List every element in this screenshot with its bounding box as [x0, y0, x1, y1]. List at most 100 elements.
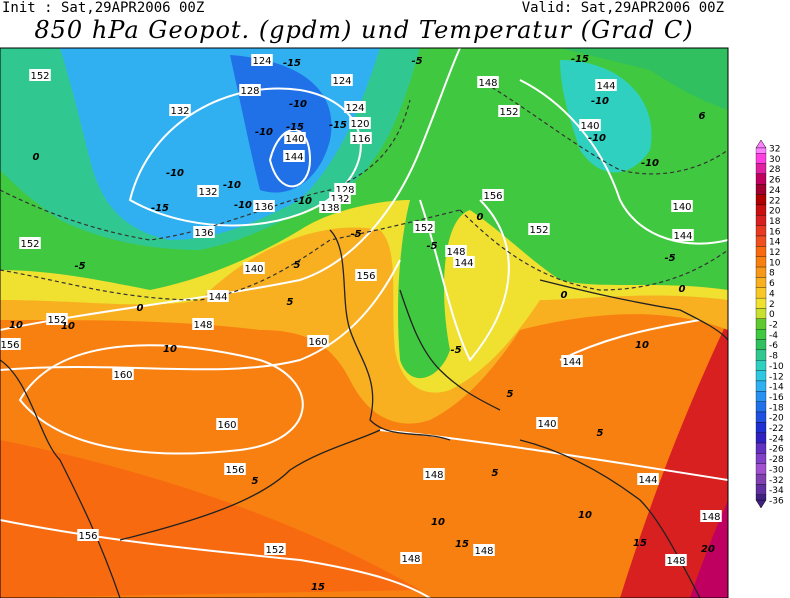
colorbar-swatch — [755, 256, 767, 268]
contour-label-bg — [665, 554, 687, 566]
colorbar-swatch — [755, 411, 767, 423]
height-label: 124 — [332, 76, 351, 87]
temperature-label: -10 — [255, 127, 273, 138]
height-label: 144 — [562, 357, 581, 368]
temperature-label: 20 — [701, 544, 715, 555]
temperature-label: -10 — [588, 133, 606, 144]
contour-label-bg — [344, 101, 366, 113]
contour-label-bg — [671, 200, 693, 212]
height-label: 148 — [701, 512, 720, 523]
colorbar-swatch — [755, 163, 767, 175]
height-label: 160 — [217, 420, 236, 431]
contour-label-bg — [413, 221, 435, 233]
height-label: 140 — [580, 121, 599, 132]
colorbar-label: -32 — [769, 476, 784, 486]
temperature-label: -5 — [426, 241, 437, 252]
temperature-label: 5 — [507, 389, 514, 400]
temperature-label: -15 — [286, 122, 304, 133]
height-label: 156 — [78, 531, 97, 542]
height-label: 152 — [414, 223, 433, 234]
colorbar-swatch — [755, 349, 767, 361]
temperature-label: 0 — [679, 284, 686, 295]
contour-label-bg — [264, 543, 286, 555]
contour-label-bg — [216, 418, 238, 430]
temperature-label: -15 — [151, 203, 169, 214]
temperature-label: 0 — [561, 290, 568, 301]
height-label: 144 — [454, 258, 473, 269]
height-label: 138 — [320, 203, 339, 214]
colorbar-swatch — [755, 422, 767, 433]
temperature-label: 0 — [33, 152, 40, 163]
colorbar-label: -8 — [769, 352, 778, 362]
colorbar-label: -34 — [769, 486, 784, 496]
contour-label-bg — [400, 552, 422, 564]
temperature-label: 5 — [597, 428, 604, 439]
height-label: 136 — [254, 202, 273, 213]
temperature-label: 10 — [431, 517, 445, 528]
colorbar-swatch — [755, 277, 767, 288]
contour-label-bg — [498, 105, 520, 117]
colorbar-swatch — [755, 173, 767, 185]
temperature-label: -10 — [294, 196, 312, 207]
contour-label-bg — [239, 84, 261, 96]
height-label: 124 — [252, 56, 271, 67]
contour-label-bg — [637, 473, 659, 485]
colorbar-label: -6 — [769, 341, 778, 351]
colorbar-label: -26 — [769, 445, 784, 455]
temperature-label: -15 — [283, 58, 301, 69]
contour-label-bg — [355, 269, 377, 281]
contour-label-bg — [579, 119, 601, 131]
contour-label-bg — [112, 368, 134, 380]
height-label: 144 — [673, 231, 692, 242]
colorbar-swatch — [755, 463, 767, 475]
colorbar-label: 16 — [769, 227, 781, 237]
height-label: 148 — [193, 320, 212, 331]
height-label: 132 — [198, 187, 217, 198]
height-label: 140 — [672, 202, 691, 213]
colorbar-label: 8 — [769, 269, 775, 279]
colorbar-swatch — [755, 225, 767, 237]
colorbar-label: 28 — [769, 165, 781, 175]
colorbar-swatch — [755, 147, 767, 154]
colorbar-swatch — [755, 215, 767, 226]
map-frame — [0, 47, 729, 598]
height-label: 144 — [638, 475, 657, 486]
colorbar-label: 6 — [769, 279, 775, 289]
temperature-label: -10 — [289, 99, 307, 110]
height-label: 148 — [446, 247, 465, 258]
colorbar-swatch — [755, 184, 767, 195]
init-time: Init : Sat,29APR2006 00Z — [2, 0, 205, 16]
contour-label-bg — [473, 544, 495, 556]
colorbar-label: -2 — [769, 321, 778, 331]
contour-label-bg — [253, 200, 275, 212]
temperature-label: 0 — [477, 212, 484, 223]
colorbar-label: -18 — [769, 403, 784, 413]
temperature-contours — [0, 79, 728, 301]
colorbar-swatch — [755, 329, 767, 340]
temperature-label: 5 — [252, 476, 259, 487]
colorbar-swatch — [755, 484, 767, 495]
temperature-label: 15 — [455, 539, 469, 550]
height-label: 132 — [330, 194, 349, 205]
contour-label-bg — [307, 335, 329, 347]
contour-label-bg — [482, 189, 504, 201]
contour-label-bg — [193, 226, 215, 238]
colorbar-label: -24 — [769, 434, 784, 444]
temperature-label: -15 — [329, 120, 347, 131]
contour-label-bg — [423, 468, 445, 480]
colorbar-swatch — [755, 204, 767, 216]
contour-label-bg — [331, 74, 353, 86]
height-label: 152 — [47, 315, 66, 326]
contour-label-bg — [284, 132, 306, 144]
contour-label-bg — [192, 318, 214, 330]
colorbar-label: 22 — [769, 196, 780, 206]
colorbar-label: 2 — [769, 300, 775, 310]
contour-label-bg — [445, 245, 467, 257]
contour-label-bg — [283, 150, 305, 162]
field-hottest — [690, 500, 728, 598]
temperature-label: -5 — [350, 229, 361, 240]
field-cold-ne — [560, 48, 728, 110]
height-label: 140 — [285, 134, 304, 145]
